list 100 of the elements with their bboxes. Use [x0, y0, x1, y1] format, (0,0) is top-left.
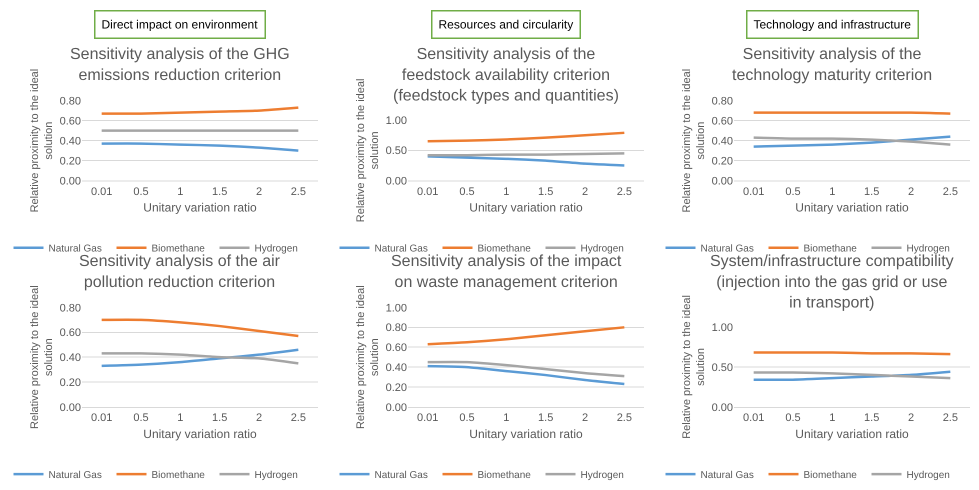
x-tick-label: 1.5 — [212, 412, 228, 424]
chart-title: Sensitivity analysis of the feedstock availability criterion (feedstock types and quantities) — [393, 46, 619, 105]
x-tick-label: 0.5 — [785, 412, 801, 424]
chart-title: Sensitivity analysis of the technology maturity criterion — [732, 46, 932, 84]
x-tick-label: 2 — [256, 412, 262, 424]
y-tick-label: 0.20 — [386, 382, 407, 394]
x-tick-label: 2.5 — [616, 412, 632, 424]
legend-label: Natural Gas — [48, 244, 102, 255]
y-axis-title: Relative proximity to the ideal solution — [28, 68, 56, 212]
x-tick-label: 2 — [582, 186, 588, 198]
x-tick-label: 0.01 — [742, 412, 764, 424]
y-axis-title: Relative proximity to the ideal solution — [28, 285, 56, 430]
x-tick-label: 1 — [829, 412, 836, 424]
legend-label: Hydrogen — [906, 470, 950, 481]
y-tick-label: 0.20 — [60, 155, 81, 168]
x-tick-label: 2.5 — [290, 186, 306, 198]
legend-label: Biomethane — [152, 470, 206, 481]
y-tick-label: 0.00 — [712, 402, 733, 414]
line-series — [100, 106, 300, 115]
legend-label: Hydrogen — [254, 470, 298, 481]
x-axis-title: Unitary variation ratio — [143, 200, 258, 215]
legend-label: Natural Gas — [700, 244, 754, 255]
y-axis-title: Relative proximity to the ideal solution — [680, 295, 708, 439]
x-tick-label: 1.5 — [864, 412, 880, 424]
y-tick-label: 1.00 — [712, 322, 733, 334]
x-tick-label: 0.01 — [90, 412, 112, 424]
x-tick-label: 2.5 — [616, 186, 632, 198]
x-tick-label: 2 — [256, 186, 262, 198]
legend-label: Hydrogen — [580, 244, 624, 255]
y-tick-label: 0.20 — [60, 376, 81, 389]
y-tick-label: 0.80 — [712, 95, 733, 108]
line-series — [100, 142, 300, 152]
x-tick-label: 0.5 — [133, 186, 149, 198]
chart-title: System/infrastructure compatibility (injection into the gas grid or use in transport) — [710, 253, 954, 312]
chart-title: Sensitivity analysis of the GHG emissions reduction criterion — [70, 46, 290, 84]
legend-label: Natural Gas — [374, 470, 428, 481]
line-series — [426, 155, 626, 167]
y-axis-title: Relative proximity to the ideal solution — [354, 78, 382, 222]
x-tick-label: 1.5 — [538, 186, 554, 198]
line-series — [426, 326, 626, 346]
y-tick-label: 0.60 — [60, 327, 81, 340]
legend-label: Hydrogen — [580, 470, 624, 481]
legend-label: Biomethane — [478, 470, 532, 481]
legend-label: Natural Gas — [48, 470, 102, 481]
x-tick-label: 2.5 — [942, 186, 958, 198]
line-series — [100, 352, 300, 365]
line-series — [426, 364, 626, 386]
line-series — [426, 132, 626, 143]
y-tick-label: 0.80 — [386, 322, 407, 334]
x-tick-label: 0.01 — [90, 186, 112, 198]
y-tick-label: 1.00 — [386, 302, 407, 314]
x-axis-title: Unitary variation ratio — [469, 427, 584, 442]
y-tick-label: 0.40 — [60, 352, 81, 364]
line-series — [426, 360, 626, 378]
y-tick-label: 0.40 — [386, 362, 407, 374]
line-series — [100, 318, 300, 338]
text: Direct impact on environment — [102, 18, 258, 32]
y-tick-label: 0.00 — [712, 175, 733, 188]
y-tick-label: 0.60 — [712, 115, 733, 128]
x-tick-label: 2 — [908, 412, 914, 424]
x-tick-label: 0.01 — [416, 186, 438, 198]
x-tick-label: 1 — [503, 186, 510, 198]
x-tick-label: 0.5 — [459, 412, 475, 424]
x-tick-label: 2 — [908, 186, 914, 198]
text: Resources and circularity — [438, 18, 574, 32]
legend-label: Natural Gas — [374, 244, 428, 255]
chart-title: Sensitivity analysis of the impact on waste management criterion — [391, 253, 622, 291]
y-tick-label: 0.20 — [712, 155, 733, 168]
x-tick-label: 2.5 — [290, 412, 306, 424]
y-tick-label: 0.00 — [60, 175, 81, 188]
x-tick-label: 0.01 — [742, 186, 764, 198]
x-tick-label: 0.5 — [785, 186, 801, 198]
x-tick-label: 1 — [503, 412, 510, 424]
y-tick-label: 0.00 — [386, 175, 407, 188]
x-axis-title: Unitary variation ratio — [469, 200, 584, 215]
y-tick-label: 0.00 — [60, 402, 81, 414]
x-tick-label: 1 — [177, 412, 184, 424]
legend-label: Natural Gas — [700, 470, 754, 481]
y-tick-label: 0.50 — [386, 145, 407, 158]
y-tick-label: 0.60 — [60, 115, 81, 128]
y-tick-label: 0.40 — [712, 135, 733, 148]
x-axis-title: Unitary variation ratio — [143, 427, 258, 442]
x-axis-title: Unitary variation ratio — [795, 200, 910, 215]
x-tick-label: 1.5 — [212, 186, 228, 198]
y-tick-label: 0.00 — [386, 402, 407, 414]
legend-label: Biomethane — [152, 244, 206, 255]
x-tick-label: 2.5 — [942, 412, 958, 424]
y-tick-label: 0.60 — [386, 342, 407, 354]
y-tick-label: 0.80 — [60, 302, 81, 314]
legend-label: Biomethane — [804, 244, 858, 255]
x-tick-label: 0.5 — [459, 186, 475, 198]
x-tick-label: 1 — [177, 186, 184, 198]
x-tick-label: 0.5 — [133, 412, 149, 424]
x-tick-label: 0.01 — [416, 412, 438, 424]
y-tick-label: 0.40 — [60, 135, 81, 148]
x-axis-title: Unitary variation ratio — [795, 427, 910, 442]
y-tick-label: 1.00 — [386, 114, 407, 127]
x-tick-label: 1.5 — [864, 186, 880, 198]
x-tick-label: 1.5 — [538, 412, 554, 424]
legend-label: Hydrogen — [906, 244, 950, 255]
